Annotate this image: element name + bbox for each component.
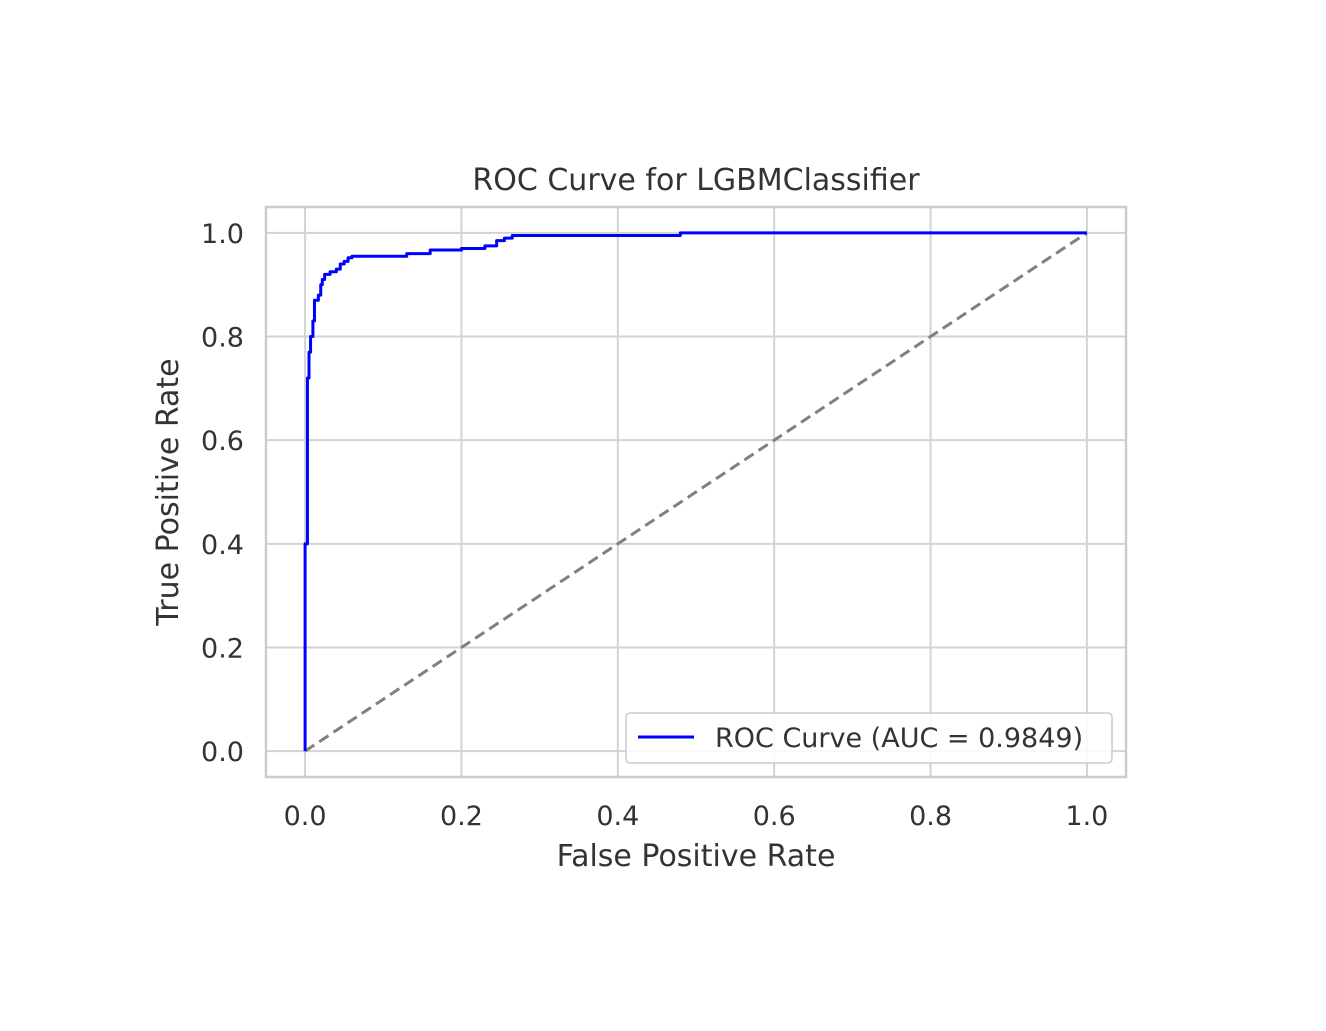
x-tick-label: 0.8 xyxy=(909,801,952,832)
y-tick-label: 0.6 xyxy=(201,426,244,457)
y-tick-label: 0.0 xyxy=(201,737,244,768)
y-tick-label: 0.2 xyxy=(201,633,244,664)
x-tick-label: 1.0 xyxy=(1065,801,1108,832)
legend-label: ROC Curve (AUC = 0.9849) xyxy=(715,723,1083,754)
baseline-diagonal-line xyxy=(304,231,1088,753)
tick-layer: 0.0 0.2 0.4 0.6 0.8 1.0 0.0 0.2 0.4 0.6 0.8 1.0 xyxy=(201,219,1108,832)
y-axis-label: True Positive Rate xyxy=(151,358,186,626)
plot-frame xyxy=(264,205,1128,779)
y-tick-label: 0.4 xyxy=(201,530,244,561)
x-tick-label: 0.6 xyxy=(753,801,796,832)
y-tick-label: 1.0 xyxy=(201,219,244,250)
roc-curve-line xyxy=(303,231,1087,752)
x-tick-label: 0.4 xyxy=(596,801,639,832)
legend-box xyxy=(625,712,1113,764)
x-tick-label: 0.2 xyxy=(440,801,483,832)
legend: ROC Curve (AUC = 0.9849) xyxy=(625,712,1113,764)
x-axis-label: False Positive Rate xyxy=(557,839,836,874)
series-layer xyxy=(303,231,1088,753)
y-tick-label: 0.8 xyxy=(201,323,244,354)
x-tick-label: 0.0 xyxy=(284,801,327,832)
chart-title: ROC Curve for LGBMClassifier xyxy=(472,163,920,198)
